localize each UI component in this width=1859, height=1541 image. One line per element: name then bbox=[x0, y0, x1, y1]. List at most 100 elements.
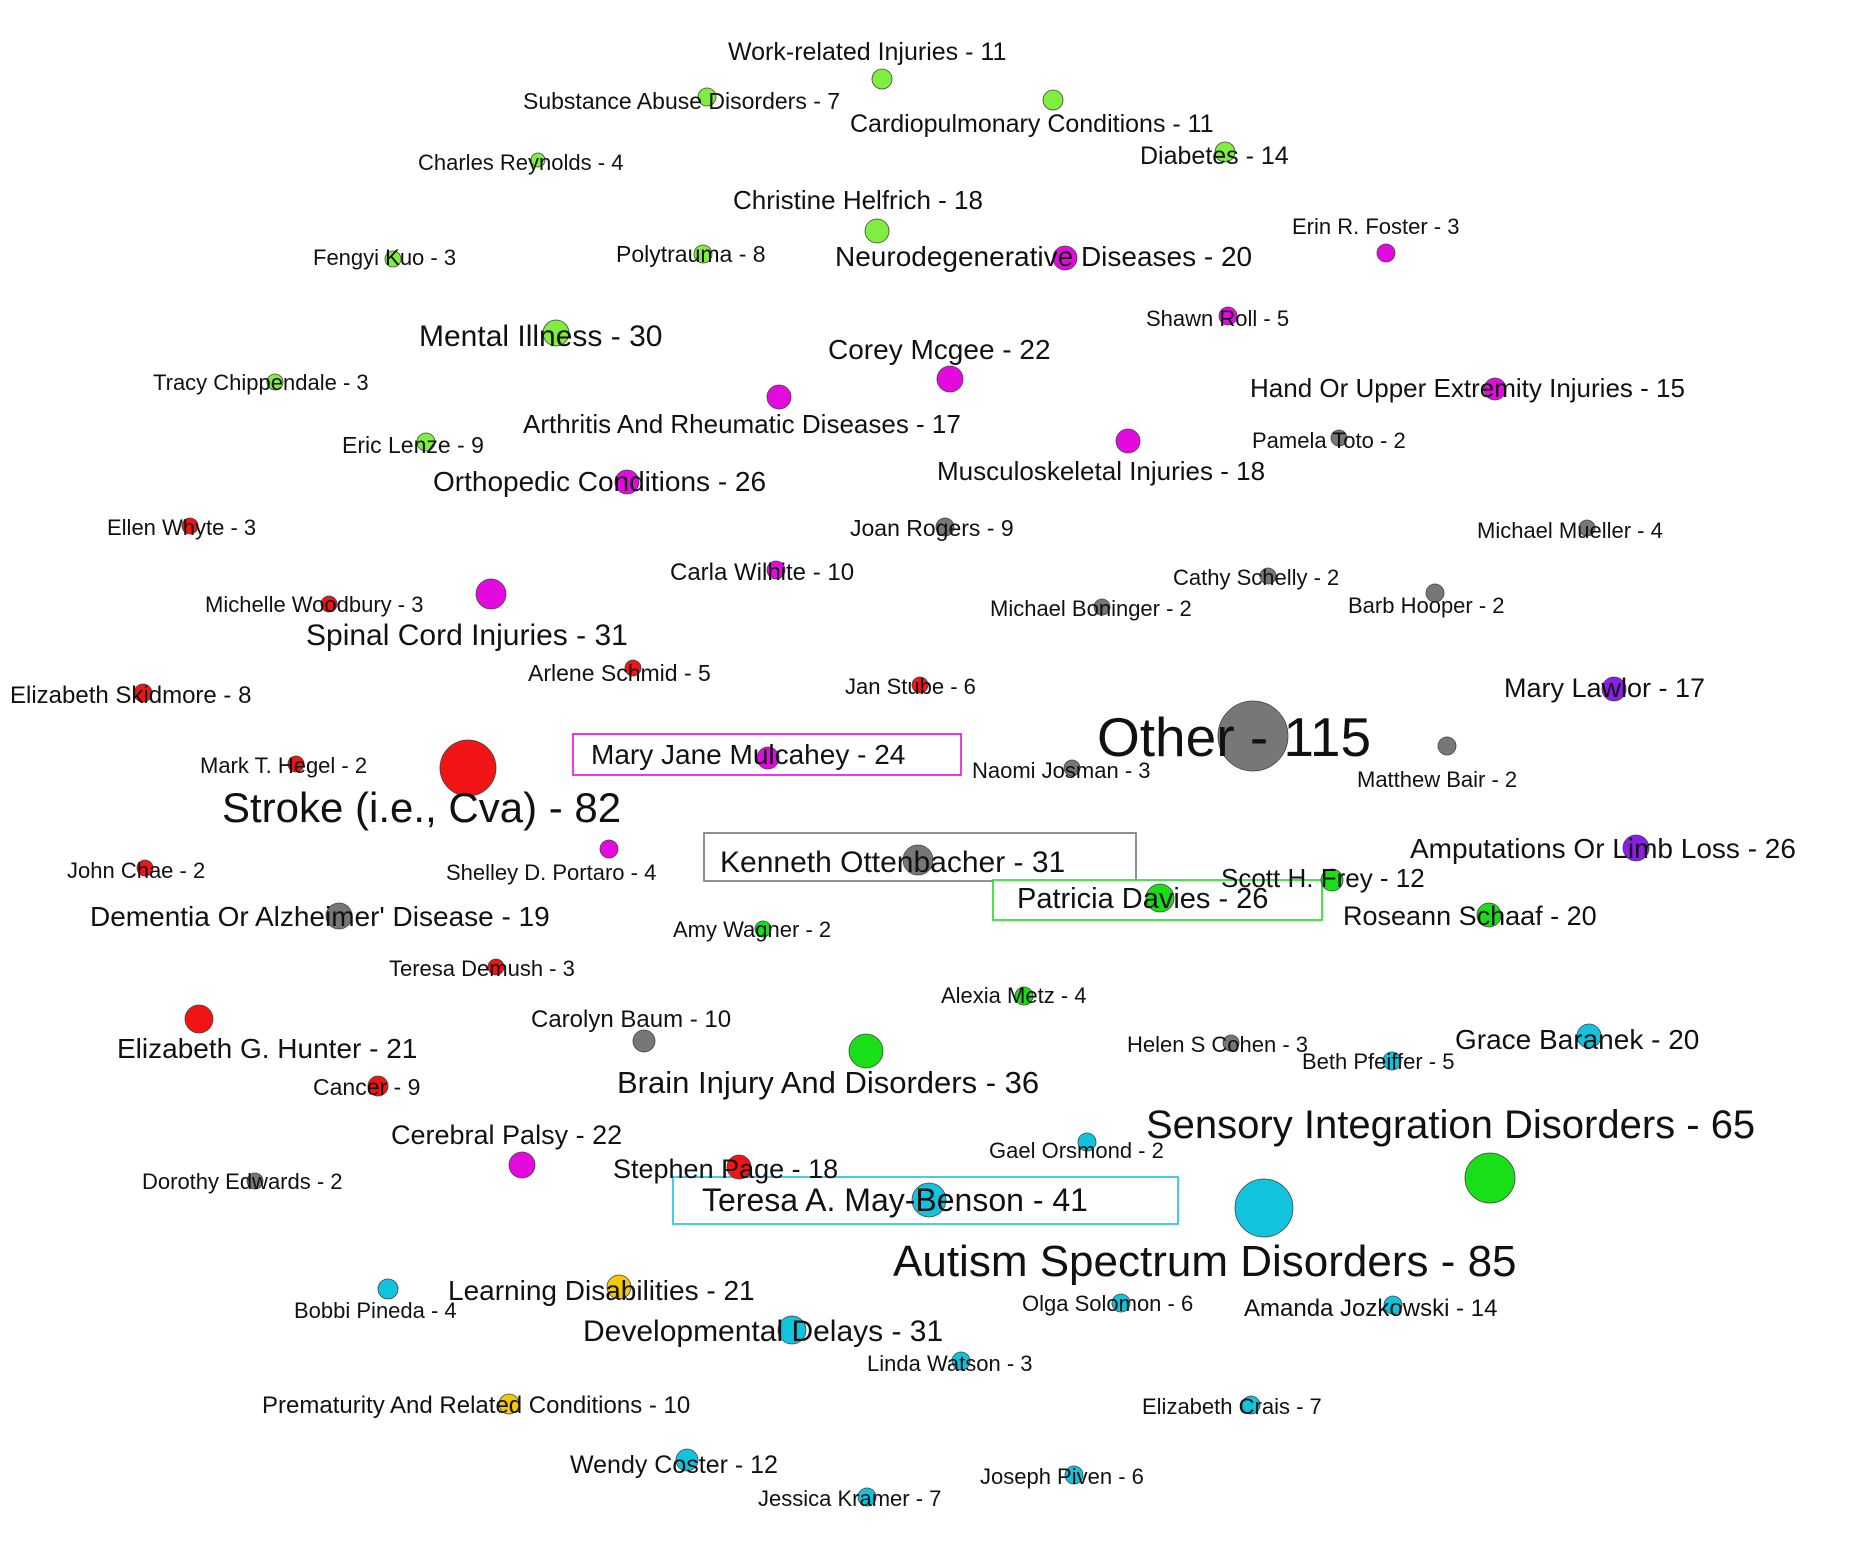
node-dot-n32[interactable] bbox=[911, 676, 929, 694]
node-label-n46: Dementia Or Alzheimer' Disease - 19 bbox=[90, 901, 550, 932]
node-dot-n39[interactable] bbox=[439, 739, 497, 797]
node-label-n55: Grace Baranek - 20 bbox=[1455, 1024, 1699, 1055]
node-dot-n16[interactable] bbox=[766, 384, 792, 410]
node-dot-n24[interactable] bbox=[766, 560, 786, 580]
node-dot-n56[interactable] bbox=[848, 1033, 884, 1069]
node-dot-n49[interactable] bbox=[487, 958, 505, 976]
node-dot-n42[interactable] bbox=[136, 859, 154, 877]
node-dot-n9[interactable] bbox=[693, 244, 713, 264]
node-dot-n28[interactable] bbox=[1425, 583, 1445, 603]
node-label-n4: Charles Reynolds - 4 bbox=[418, 150, 623, 175]
node-label-n66: Bobbi Pineda - 4 bbox=[294, 1298, 457, 1323]
node-dot-n67[interactable] bbox=[1111, 1293, 1131, 1313]
node-dot-n61[interactable] bbox=[726, 1154, 752, 1180]
node-dot-n30[interactable] bbox=[624, 659, 642, 677]
node-dot-n66[interactable] bbox=[606, 1274, 632, 1300]
node-label-n72: Elizabeth Crais - 7 bbox=[1142, 1394, 1322, 1419]
node-dot-n50[interactable] bbox=[1014, 986, 1034, 1006]
node-dot-n57[interactable] bbox=[367, 1075, 389, 1097]
node-label-n70: Linda Watson - 3 bbox=[867, 1351, 1033, 1376]
node-dot-n75[interactable] bbox=[857, 1487, 877, 1507]
node-dot-n4[interactable] bbox=[530, 152, 546, 168]
node-dot-n17[interactable] bbox=[1330, 429, 1348, 447]
node-dot-n52[interactable] bbox=[184, 1004, 214, 1034]
node-label-n59: Cerebral Palsy - 22 bbox=[391, 1120, 622, 1150]
node-dot-n33[interactable] bbox=[1601, 676, 1627, 702]
node-dot-n34[interactable] bbox=[1217, 700, 1289, 772]
node-dot-n5[interactable] bbox=[1214, 141, 1236, 163]
node-label-n73: Wendy Coster - 12 bbox=[570, 1451, 778, 1479]
node-label-n67: Olga Solomon - 6 bbox=[1022, 1291, 1193, 1316]
node-label-n17: Pamela Toto - 2 bbox=[1252, 428, 1406, 453]
node-dot-n58[interactable] bbox=[1464, 1152, 1516, 1204]
node-dot-n64[interactable] bbox=[1234, 1178, 1294, 1238]
node-dot-n62[interactable] bbox=[246, 1172, 264, 1190]
node-label-n10: Neurodegenerative Diseases - 20 bbox=[835, 241, 1252, 272]
node-dot-n73[interactable] bbox=[675, 1448, 699, 1472]
node-dot-n10[interactable] bbox=[1052, 245, 1078, 271]
node-dot-n35[interactable] bbox=[756, 746, 780, 770]
node-dot-n21[interactable] bbox=[181, 517, 199, 535]
node-dot-n65[interactable] bbox=[377, 1278, 399, 1300]
node-label-n8: Fengyi Kuo - 3 bbox=[313, 245, 456, 270]
node-dot-n59[interactable] bbox=[508, 1151, 536, 1179]
node-dot-n47[interactable] bbox=[1476, 902, 1502, 928]
node-dot-n51[interactable] bbox=[632, 1029, 656, 1053]
node-dot-n15[interactable] bbox=[1483, 377, 1507, 401]
node-label-n58: Sensory Integration Disorders - 65 bbox=[1146, 1103, 1755, 1147]
node-label-n5: Diabetes - 14 bbox=[1140, 142, 1289, 170]
node-dot-n38[interactable] bbox=[1437, 736, 1457, 756]
node-dot-n12[interactable] bbox=[542, 319, 570, 347]
node-label-n60: Gael Orsmond - 2 bbox=[989, 1138, 1164, 1163]
node-dot-n60[interactable] bbox=[1077, 1132, 1097, 1152]
node-dot-n19[interactable] bbox=[1115, 428, 1141, 454]
node-dot-n48[interactable] bbox=[754, 920, 772, 938]
node-dot-n27[interactable] bbox=[1093, 598, 1111, 616]
node-dot-n26[interactable] bbox=[320, 595, 338, 613]
node-dot-n7[interactable] bbox=[1376, 243, 1396, 263]
node-dot-n41[interactable] bbox=[1622, 834, 1650, 862]
node-dot-n71[interactable] bbox=[498, 1393, 520, 1415]
node-dot-n44[interactable] bbox=[1320, 868, 1344, 892]
node-label-n43: Shelley D. Portaro - 4 bbox=[446, 860, 656, 885]
node-dot-n68[interactable] bbox=[1383, 1295, 1403, 1315]
node-dot-n46[interactable] bbox=[325, 902, 353, 930]
node-dot-n54[interactable] bbox=[1382, 1051, 1402, 1071]
node-dot-n8[interactable] bbox=[384, 250, 402, 268]
node-dot-n20[interactable] bbox=[614, 469, 640, 495]
node-dot-n25[interactable] bbox=[1259, 567, 1277, 585]
node-dot-n14[interactable] bbox=[266, 373, 284, 391]
node-dot-n40[interactable] bbox=[902, 844, 934, 876]
node-dot-n63[interactable] bbox=[911, 1182, 947, 1218]
node-dot-n11[interactable] bbox=[1218, 306, 1238, 326]
node-dot-n72[interactable] bbox=[1241, 1395, 1261, 1415]
node-dot-n2[interactable] bbox=[697, 87, 717, 107]
node-label-n12: Mental Illness - 30 bbox=[419, 320, 662, 353]
node-dot-n43[interactable] bbox=[599, 839, 619, 859]
node-dot-n1[interactable] bbox=[871, 68, 893, 90]
node-label-n7: Erin R. Foster - 3 bbox=[1292, 214, 1459, 239]
node-dot-n22[interactable] bbox=[935, 517, 955, 537]
node-dot-n69[interactable] bbox=[777, 1315, 807, 1345]
node-dot-n45[interactable] bbox=[1145, 883, 1175, 913]
node-dot-n70[interactable] bbox=[951, 1351, 971, 1371]
node-label-n30: Arlene Schmid - 5 bbox=[528, 660, 711, 686]
node-dot-n36[interactable] bbox=[287, 755, 305, 773]
node-dot-n13[interactable] bbox=[936, 365, 964, 393]
node-dot-n37[interactable] bbox=[1063, 759, 1081, 777]
node-label-n57: Cancer - 9 bbox=[313, 1074, 420, 1100]
node-label-n6: Christine Helfrich - 18 bbox=[733, 185, 983, 215]
node-dot-n3[interactable] bbox=[1042, 89, 1064, 111]
node-dot-n53[interactable] bbox=[1222, 1034, 1240, 1052]
node-dot-n31[interactable] bbox=[133, 683, 153, 703]
node-dot-n74[interactable] bbox=[1064, 1465, 1084, 1485]
node-label-n21: Ellen Whyte - 3 bbox=[107, 515, 256, 540]
node-label-n69: Developmental Delays - 31 bbox=[583, 1315, 943, 1348]
node-dot-n55[interactable] bbox=[1576, 1023, 1602, 1049]
node-dot-n29[interactable] bbox=[475, 578, 507, 610]
node-label-n52: Elizabeth G. Hunter - 21 bbox=[117, 1033, 417, 1064]
node-labels: Work-related Injuries - 11 Substance Abus… bbox=[10, 38, 1796, 1511]
node-dot-n6[interactable] bbox=[864, 218, 890, 244]
node-dot-n23[interactable] bbox=[1578, 519, 1596, 537]
node-dot-n18[interactable] bbox=[416, 432, 436, 452]
